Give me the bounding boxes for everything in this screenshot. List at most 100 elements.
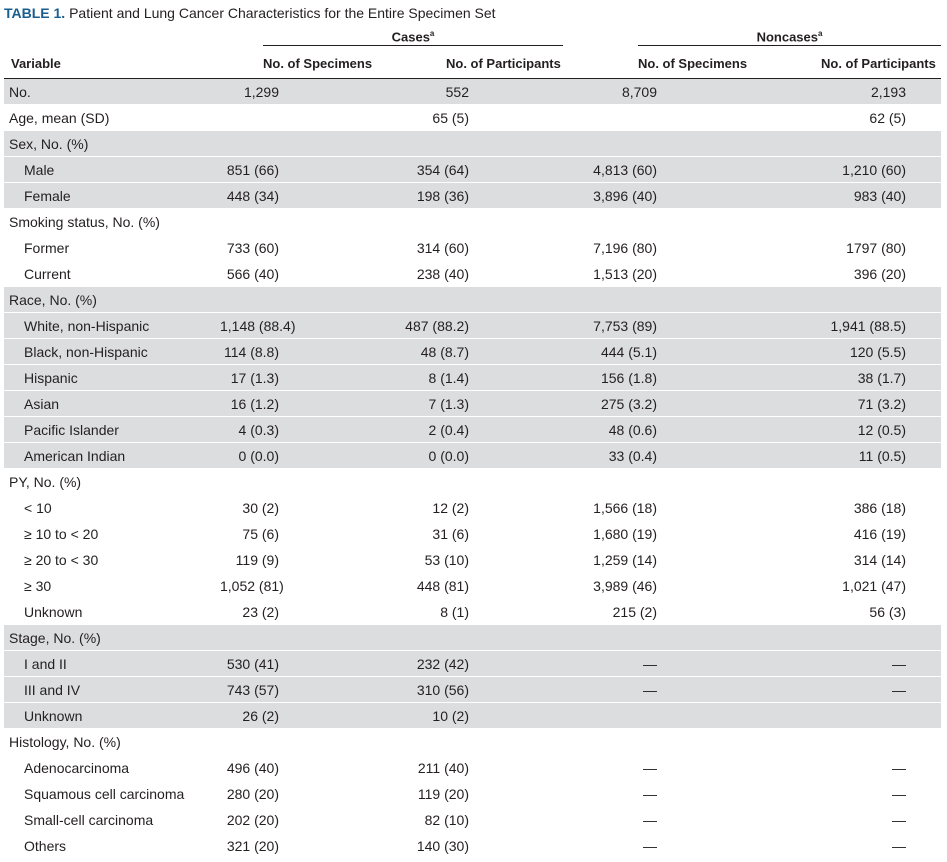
cell-cases-specimens [220, 104, 374, 131]
row-label: Others [4, 832, 220, 859]
row-label: Female [4, 182, 220, 209]
cell-noncases-participants: 62 (5) [752, 104, 941, 131]
cell-cases-specimens: 1,052 (81) [220, 572, 374, 599]
cell-cases-specimens [220, 624, 374, 651]
cell-cases-participants: 119 (20) [374, 780, 564, 807]
group-cases-label: Cases [391, 29, 430, 45]
cell-noncases-participants: 2,193 [752, 79, 941, 105]
row-label: Age, mean (SD) [4, 104, 220, 131]
cell-cases-specimens: 530 (41) [220, 650, 374, 677]
table-row: Former 733 (60) 314 (60) 7,196 (80) 1797 (80… [4, 234, 941, 261]
cell-noncases-specimens: 275 (3.2) [564, 390, 752, 417]
row-label: White, non-Hispanic [4, 312, 220, 339]
cell-noncases-participants [752, 286, 941, 313]
row-label: Histology, No. (%) [4, 728, 220, 755]
cell-noncases-participants: — [752, 780, 941, 807]
cell-cases-participants: 198 (36) [374, 182, 564, 209]
table-row: Others 321 (20) 140 (30) — — [4, 832, 941, 859]
cell-noncases-specimens: 156 (1.8) [564, 364, 752, 391]
cell-noncases-participants [752, 208, 941, 235]
cell-cases-specimens: 321 (20) [220, 832, 374, 859]
cell-cases-specimens [220, 468, 374, 495]
table-row: White, non-Hispanic 1,148 (88.4) 487 (88.2… [4, 312, 941, 339]
cell-noncases-specimens [564, 468, 752, 495]
cell-cases-specimens: 743 (57) [220, 676, 374, 703]
data-table: No. 1,299 552 8,709 2,193 Age, mean (SD) 65 (5… [4, 79, 941, 859]
table-row: III and IV 743 (57) 310 (56) — — [4, 676, 941, 703]
cell-cases-specimens: 23 (2) [220, 598, 374, 625]
table-row: Male 851 (66) 354 (64) 4,813 (60) 1,210 (60) [4, 156, 941, 183]
row-label: No. [4, 79, 220, 105]
cell-cases-participants: 310 (56) [374, 676, 564, 703]
cell-cases-participants: 65 (5) [374, 104, 564, 131]
cell-noncases-participants: 12 (0.5) [752, 416, 941, 443]
cell-cases-participants: 48 (8.7) [374, 338, 564, 365]
row-label: Race, No. (%) [4, 286, 220, 313]
table-row: Unknown 26 (2) 10 (2) [4, 702, 941, 729]
cell-cases-participants: 314 (60) [374, 234, 564, 261]
cell-cases-specimens: 202 (20) [220, 806, 374, 833]
cell-cases-specimens [220, 286, 374, 313]
cell-cases-specimens: 280 (20) [220, 780, 374, 807]
table-row: Adenocarcinoma 496 (40) 211 (40) — — [4, 754, 941, 781]
table-row: ≥ 30 1,052 (81) 448 (81) 3,989 (46) 1,021 (4… [4, 572, 941, 599]
row-label: < 10 [4, 494, 220, 521]
cell-noncases-specimens: 3,989 (46) [564, 572, 752, 599]
cell-cases-participants: 232 (42) [374, 650, 564, 677]
row-label: I and II [4, 650, 220, 677]
cell-cases-specimens: 1,148 (88.4) [220, 312, 374, 339]
cell-cases-participants: 12 (2) [374, 494, 564, 521]
cell-cases-participants: 140 (30) [374, 832, 564, 859]
table-row: Pacific Islander 4 (0.3) 2 (0.4) 48 (0.6) 12… [4, 416, 941, 443]
cell-cases-specimens [220, 208, 374, 235]
cell-noncases-participants [752, 728, 941, 755]
row-label: III and IV [4, 676, 220, 703]
cell-noncases-specimens: 7,196 (80) [564, 234, 752, 261]
cell-cases-specimens: 851 (66) [220, 156, 374, 183]
cell-cases-participants: 448 (81) [374, 572, 564, 599]
table-caption: TABLE 1. Patient and Lung Cancer Charact… [4, 4, 496, 22]
cell-noncases-participants: — [752, 650, 941, 677]
table-caption-label: TABLE 1. [4, 5, 66, 21]
cell-noncases-participants [752, 130, 941, 157]
cell-cases-specimens: 0 (0.0) [220, 442, 374, 469]
cell-cases-participants [374, 130, 564, 157]
table-row: ≥ 10 to < 20 75 (6) 31 (6) 1,680 (19) 416 (1… [4, 520, 941, 547]
cell-cases-specimens: 75 (6) [220, 520, 374, 547]
cell-noncases-participants: 983 (40) [752, 182, 941, 209]
table-row: Unknown 23 (2) 8 (1) 215 (2) 56 (3) [4, 598, 941, 625]
cell-noncases-participants: — [752, 832, 941, 859]
row-label: ≥ 20 to < 30 [4, 546, 220, 573]
cell-noncases-participants: 314 (14) [752, 546, 941, 573]
cell-cases-specimens: 448 (34) [220, 182, 374, 209]
cell-noncases-participants: 416 (19) [752, 520, 941, 547]
table-row: PY, No. (%) [4, 468, 941, 495]
cell-noncases-specimens [564, 728, 752, 755]
cell-noncases-participants: 11 (0.5) [752, 442, 941, 469]
cell-noncases-specimens [564, 702, 752, 729]
table-row: Sex, No. (%) [4, 130, 941, 157]
table-row: Black, non-Hispanic 114 (8.8) 48 (8.7) 444 … [4, 338, 941, 365]
cell-cases-specimens: 119 (9) [220, 546, 374, 573]
row-label: Small-cell carcinoma [4, 806, 220, 833]
table-row: I and II 530 (41) 232 (42) — — [4, 650, 941, 677]
row-label: Unknown [4, 598, 220, 625]
table-row: American Indian 0 (0.0) 0 (0.0) 33 (0.4) 11 … [4, 442, 941, 469]
table-row: Age, mean (SD) 65 (5) 62 (5) [4, 104, 941, 131]
col-header-cases-participants: No. of Participants [446, 56, 561, 71]
cell-noncases-specimens: 7,753 (89) [564, 312, 752, 339]
cell-noncases-specimens: 33 (0.4) [564, 442, 752, 469]
cell-cases-specimens: 733 (60) [220, 234, 374, 261]
row-label: Asian [4, 390, 220, 417]
cell-cases-participants: 211 (40) [374, 754, 564, 781]
cell-noncases-specimens: 444 (5.1) [564, 338, 752, 365]
table-row: Small-cell carcinoma 202 (20) 82 (10) — — [4, 806, 941, 833]
row-label: Smoking status, No. (%) [4, 208, 220, 235]
cell-noncases-participants: 120 (5.5) [752, 338, 941, 365]
row-label: Adenocarcinoma [4, 754, 220, 781]
cell-noncases-specimens: 8,709 [564, 79, 752, 105]
table-row: Stage, No. (%) [4, 624, 941, 651]
table-caption-text: Patient and Lung Cancer Characteristics … [69, 5, 496, 21]
cell-cases-specimens: 17 (1.3) [220, 364, 374, 391]
row-label: PY, No. (%) [4, 468, 220, 495]
